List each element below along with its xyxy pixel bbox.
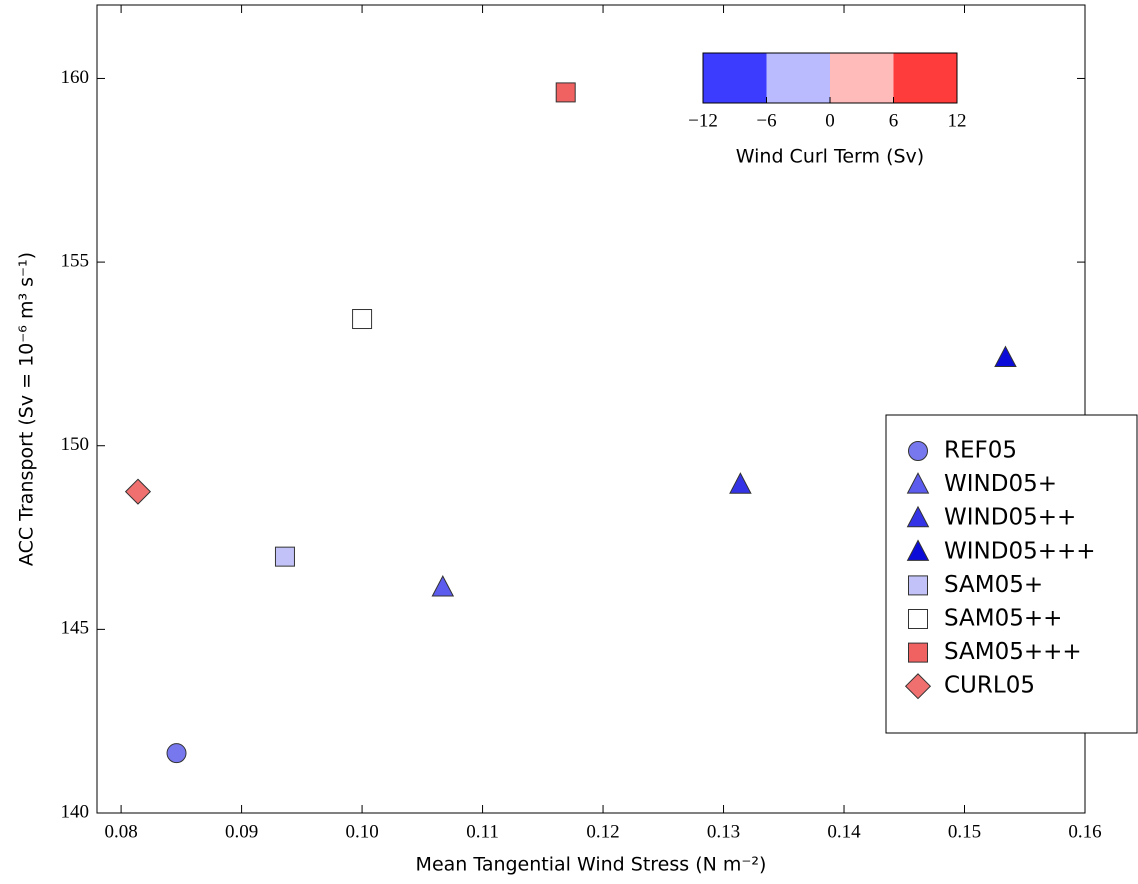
y-tick-label: 155 <box>61 250 90 271</box>
y-tick-label: 145 <box>61 618 90 639</box>
colorbar-tick-label: −12 <box>688 110 718 131</box>
legend-marker <box>908 441 928 461</box>
legend-label: CURL05 <box>944 673 1035 699</box>
colorbar-tick-label: 12 <box>948 110 967 131</box>
legend-label: WIND05+++ <box>944 538 1096 564</box>
legend-marker <box>906 539 930 561</box>
colorbar-segment <box>703 53 767 103</box>
legend-label: REF05 <box>944 438 1017 464</box>
legend-box <box>885 414 1138 734</box>
legend-marker <box>908 609 928 629</box>
x-tick-label: 0.16 <box>1068 821 1101 842</box>
legend-marker <box>908 575 928 596</box>
x-tick-label: 0.15 <box>948 821 981 842</box>
x-axis-label: Mean Tangential Wind Stress (N m⁻²) <box>416 854 767 876</box>
point <box>994 345 1017 367</box>
y-axis-label: ACC Transport (Sv = 10⁻⁶ m³ s⁻¹) <box>16 252 38 566</box>
x-tick-label: 0.10 <box>345 821 378 842</box>
legend-marker <box>906 505 930 528</box>
legend-label: WIND05+ <box>944 471 1057 497</box>
colorbar-tick-label: −6 <box>756 110 776 131</box>
x-tick-label: 0.09 <box>225 821 258 842</box>
legend-marker <box>908 642 928 663</box>
colorbar-segment <box>893 53 958 103</box>
plot-frame <box>96 4 1086 814</box>
y-tick-label: 140 <box>61 801 90 822</box>
y-tick-label: 160 <box>61 67 90 88</box>
colorbar-label: Wind Curl Term (Sv) <box>736 146 924 168</box>
legend-label: WIND05++ <box>944 505 1076 531</box>
x-tick-label: 0.08 <box>104 821 137 842</box>
point <box>431 575 455 597</box>
y-tick-label: 150 <box>61 434 90 455</box>
point <box>166 743 187 764</box>
x-tick-label: 0.14 <box>827 821 861 842</box>
legend-label: SAM05+ <box>944 572 1043 598</box>
legend-label: SAM05+++ <box>944 639 1082 665</box>
colorbar-segment <box>766 53 831 103</box>
point <box>352 309 373 330</box>
point <box>274 546 295 567</box>
x-tick-label: 0.11 <box>466 821 499 842</box>
point <box>729 472 752 494</box>
point <box>124 478 152 505</box>
legend-marker <box>906 472 930 494</box>
colorbar-tick-label: 0 <box>825 110 835 131</box>
point <box>555 82 576 103</box>
x-tick-label: 0.13 <box>707 821 740 842</box>
legend-label: SAM05++ <box>944 606 1062 632</box>
legend-marker <box>904 673 932 700</box>
colorbar-tick-label: 6 <box>889 110 899 131</box>
x-tick-label: 0.12 <box>586 821 619 842</box>
colorbar-segment <box>830 53 894 103</box>
